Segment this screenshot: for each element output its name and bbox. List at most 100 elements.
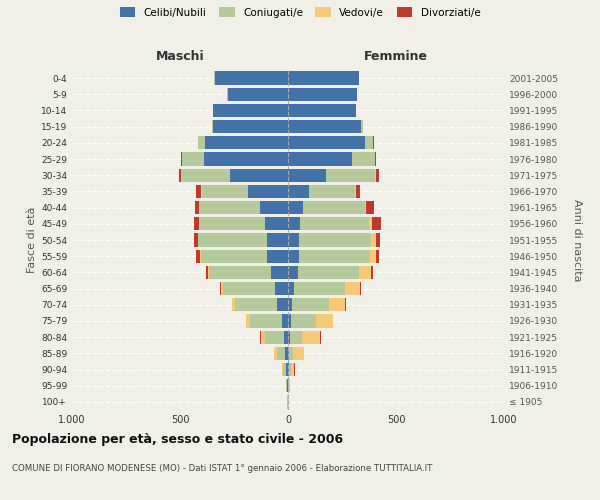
Bar [214,72,288,85]
Bar [288,136,373,149]
Bar [288,185,308,198]
Bar [274,346,288,360]
Bar [209,266,288,279]
Bar [288,266,373,279]
Bar [288,396,289,408]
Bar [288,88,357,101]
Bar [212,120,288,134]
Bar [288,330,320,344]
Bar [288,314,333,328]
Bar [196,185,288,198]
Bar [198,234,288,246]
Bar [286,379,288,392]
Bar [195,201,288,214]
Y-axis label: Fasce di età: Fasce di età [27,207,37,273]
Bar [288,217,380,230]
Bar [181,168,288,182]
Bar [268,234,288,246]
Bar [202,185,288,198]
Bar [181,152,288,166]
Bar [199,136,288,149]
Bar [288,185,360,198]
Bar [182,152,288,166]
Bar [288,330,302,344]
Bar [288,330,321,344]
Bar [288,185,355,198]
Bar [288,120,363,134]
Bar [288,266,371,279]
Bar [201,185,288,198]
Bar [199,136,288,149]
Bar [288,330,290,344]
Bar [199,234,288,246]
Bar [288,217,371,230]
Bar [288,346,304,360]
Bar [288,88,358,101]
Bar [284,330,288,344]
Bar [288,152,376,166]
Text: Maschi: Maschi [155,50,205,63]
Bar [288,250,379,263]
Bar [288,88,358,101]
Bar [271,266,288,279]
Bar [268,250,288,263]
Bar [288,363,289,376]
Text: COMUNE DI FIORANO MODENESE (MO) - Dati ISTAT 1° gennaio 2006 - Elaborazione TUTT: COMUNE DI FIORANO MODENESE (MO) - Dati I… [12,464,433,473]
Bar [288,314,316,328]
Bar [288,72,359,85]
Bar [288,298,346,312]
Bar [204,152,288,166]
Bar [288,298,346,312]
Bar [277,346,288,360]
Bar [200,250,288,263]
Bar [220,282,288,295]
Bar [288,346,289,360]
Bar [288,379,289,392]
Bar [288,72,359,85]
Bar [282,363,288,376]
Bar [287,379,288,392]
Bar [288,363,290,376]
Bar [288,104,356,117]
Bar [288,217,300,230]
Bar [227,88,288,101]
Bar [230,168,288,182]
Bar [205,136,288,149]
Bar [286,346,288,360]
Bar [288,185,356,198]
Bar [287,396,288,408]
Bar [200,250,288,263]
Bar [275,282,288,295]
Bar [288,250,370,263]
Bar [288,282,345,295]
Bar [282,363,288,376]
Bar [288,201,303,214]
Bar [215,72,288,85]
Bar [288,379,290,392]
Bar [182,152,288,166]
Bar [248,185,288,198]
Bar [288,266,298,279]
Bar [288,282,361,295]
Bar [212,120,288,134]
Bar [208,266,288,279]
Bar [286,379,288,392]
Bar [194,234,288,246]
Bar [288,136,373,149]
Bar [194,217,288,230]
Bar [288,250,376,263]
Bar [227,88,288,101]
Bar [288,120,361,134]
Bar [288,298,292,312]
Bar [288,201,374,214]
Bar [274,346,288,360]
Bar [265,217,288,230]
Legend: Celibi/Nubili, Coniugati/e, Vedovi/e, Divorziati/e: Celibi/Nubili, Coniugati/e, Vedovi/e, Di… [118,5,482,20]
Bar [288,266,359,279]
Bar [288,234,380,246]
Bar [288,88,358,101]
Bar [288,152,375,166]
Bar [227,88,288,101]
Bar [214,72,288,85]
Bar [235,298,288,312]
